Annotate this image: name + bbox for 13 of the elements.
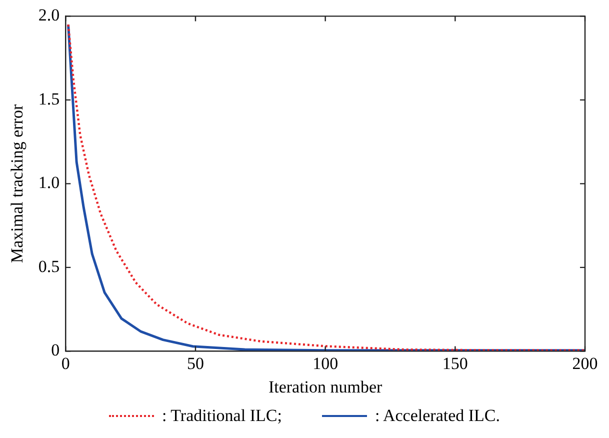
x-axis-title: Iteration number xyxy=(268,377,383,396)
y-tick-label: 1.0 xyxy=(38,173,60,192)
x-tick-label: 50 xyxy=(186,354,204,373)
x-tick-label: 100 xyxy=(312,354,338,373)
x-tick-label: 150 xyxy=(442,354,468,373)
y-axis-title: Maximal tracking error xyxy=(8,104,27,264)
y-tick-label: 0.5 xyxy=(38,256,60,276)
y-tick-label: 2.0 xyxy=(38,6,60,25)
y-tick-label: 1.5 xyxy=(38,89,60,108)
legend-label: : Traditional ILC; xyxy=(162,406,282,426)
y-tick-label: 0 xyxy=(51,340,60,360)
legend-label: : Accelerated ILC. xyxy=(374,406,500,426)
x-tick-label: 200 xyxy=(572,354,598,373)
